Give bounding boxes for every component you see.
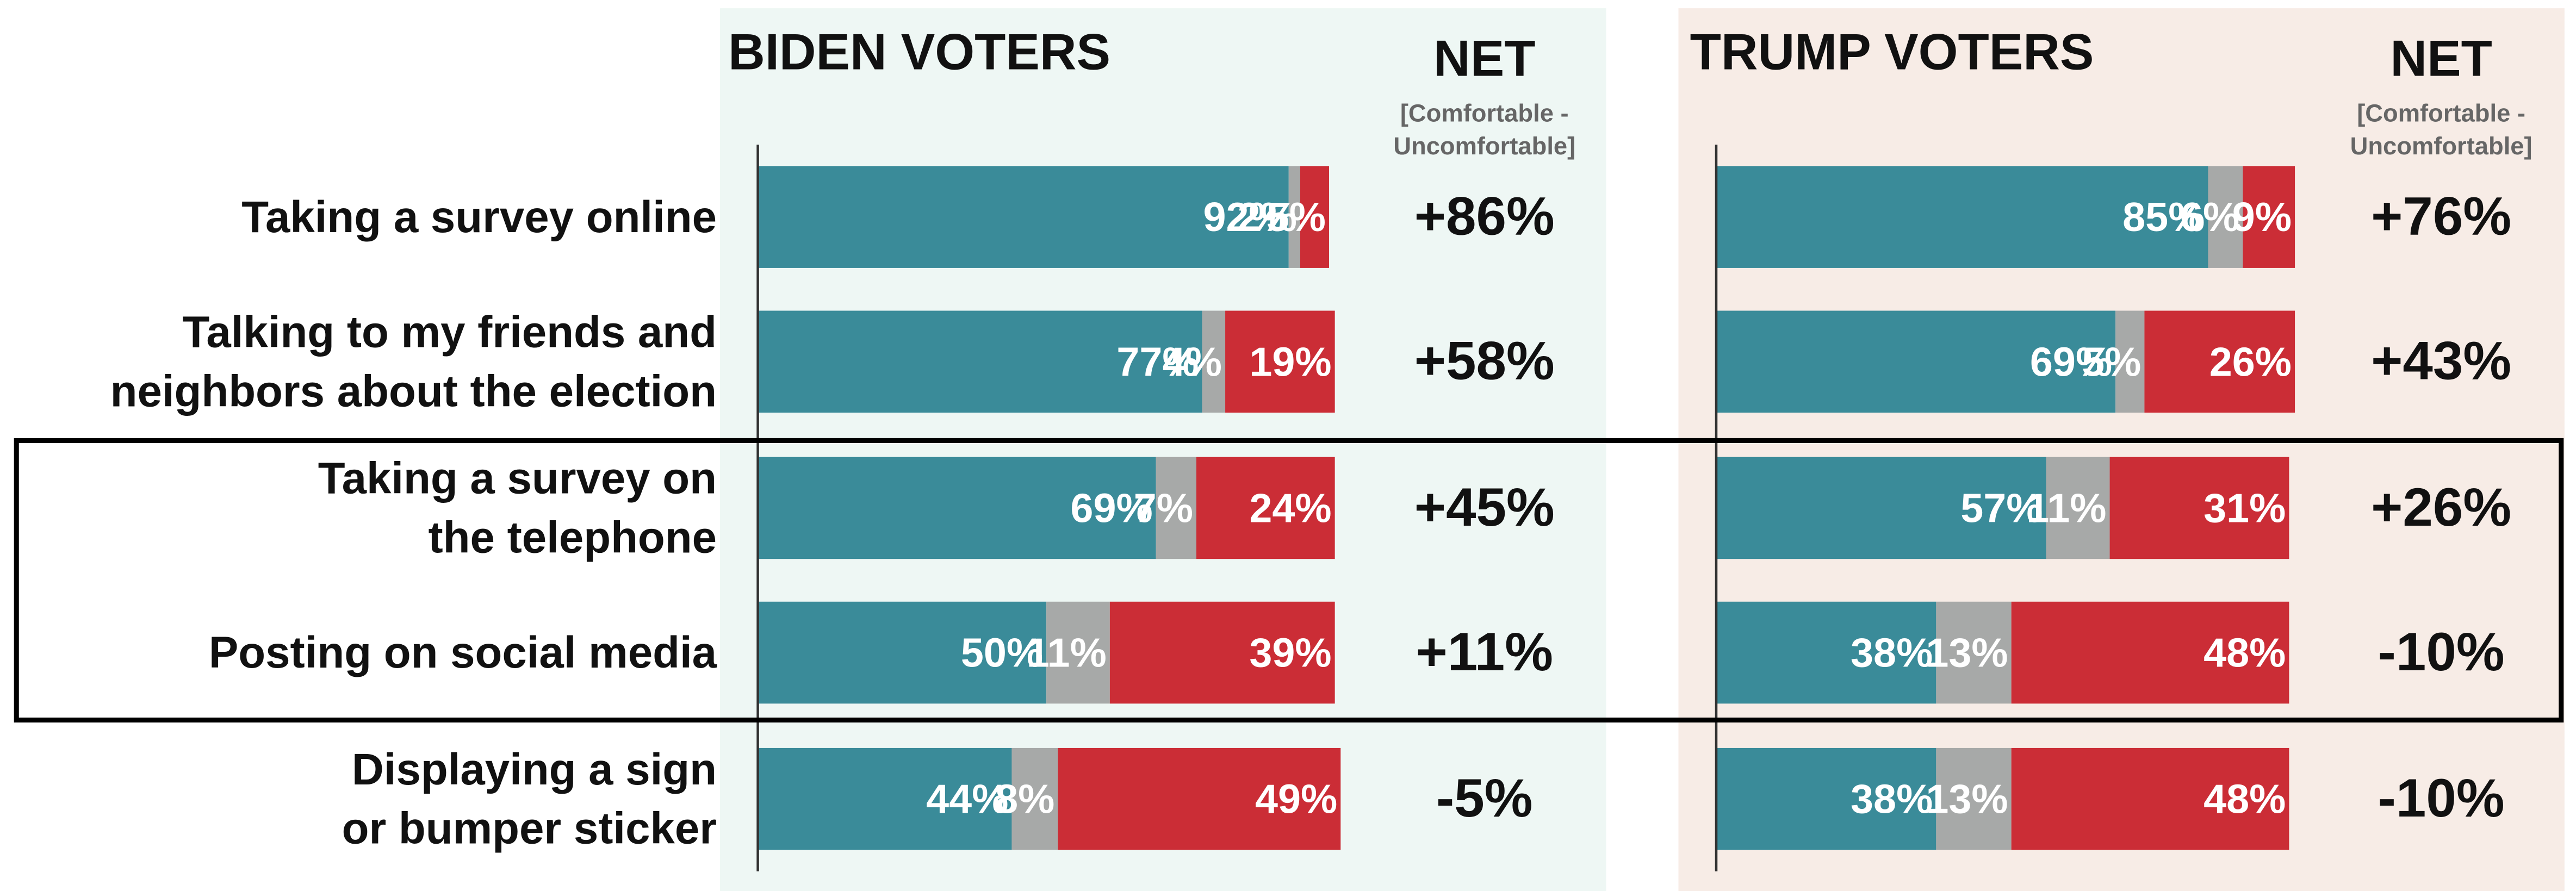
segment-label: 38% (1851, 777, 1933, 823)
bar-segment (1936, 601, 2012, 704)
net-title: NET (1433, 30, 1535, 87)
segment-label: 50% (961, 631, 1043, 676)
segment-label: 6% (2180, 195, 2239, 240)
segment-label: 13% (1926, 631, 2008, 676)
bar-segment (1288, 166, 1300, 268)
net-value: +76% (2371, 186, 2511, 247)
category-label: or bumper sticker (342, 804, 717, 853)
bar-segment (1202, 310, 1226, 413)
segment-label: 49% (1255, 777, 1337, 823)
bar-segment (2011, 601, 2289, 704)
segment-label: 2% (1238, 195, 1297, 240)
net-value: +58% (1414, 331, 1555, 391)
net-value: -10% (2378, 622, 2505, 682)
bar-segment (2011, 747, 2289, 850)
bar-segment (1716, 166, 2208, 268)
bar-segment (758, 601, 1047, 704)
net-value: +11% (1416, 622, 1553, 682)
bar-segment (1225, 310, 1335, 413)
net-subtitle: Uncomfortable] (1393, 132, 1575, 160)
segment-label: 77% (1116, 339, 1199, 385)
segment-label: 39% (1249, 631, 1331, 676)
highlight-box (14, 438, 2564, 723)
segment-label: 26% (2209, 339, 2292, 385)
segment-label: 5% (1267, 195, 1326, 240)
net-subtitle: Uncomfortable] (2350, 132, 2532, 160)
bar-segment (1046, 601, 1110, 704)
bar-segment (1196, 457, 1335, 559)
bar-segment (1109, 601, 1335, 704)
segment-label: 38% (1851, 631, 1933, 676)
segment-label: 5% (2082, 339, 2141, 385)
bar-segment (2144, 310, 2295, 413)
category-label: Posting on social media (209, 628, 717, 677)
category-label: Taking a survey online (241, 192, 717, 242)
bar-segment (1716, 457, 2046, 559)
category-label: Displaying a sign (352, 745, 717, 794)
segment-label: 9% (2232, 195, 2292, 240)
bar-segment (1716, 601, 1936, 704)
net-value: -10% (2378, 768, 2505, 828)
net-value: +45% (1414, 477, 1555, 538)
category-label: Taking a survey on (318, 454, 717, 503)
segment-label: 85% (2122, 195, 2205, 240)
net-value: -5% (1436, 768, 1532, 828)
bar-segment (1156, 457, 1196, 559)
panel-title: BIDEN VOTERS (728, 23, 1110, 80)
category-label: neighbors about the election (110, 366, 717, 416)
net-subtitle: [Comfortable - (1400, 99, 1569, 127)
segment-label: 11% (2026, 485, 2106, 531)
bar-segment (758, 747, 1012, 850)
panel-background (1678, 8, 2565, 891)
bar-segment (1716, 310, 2116, 413)
bar-segment (1058, 747, 1341, 850)
bar-segment (758, 457, 1156, 559)
segment-label: 8% (995, 777, 1054, 823)
category-label: the telephone (428, 513, 717, 562)
segment-label: 7% (1134, 485, 1193, 531)
category-label: Talking to my friends and (183, 307, 717, 357)
segment-label: 69% (1070, 485, 1152, 531)
segment-label: 48% (2203, 777, 2286, 823)
segment-label: 4% (1163, 339, 1222, 385)
bar-segment (1716, 747, 1936, 850)
segment-label: 13% (1926, 777, 2008, 823)
bar-segment (2115, 310, 2145, 413)
bar-segment (1011, 747, 1058, 850)
bar-segment (1936, 747, 2012, 850)
segment-label: 69% (2030, 339, 2112, 385)
bar-segment (758, 310, 1202, 413)
net-value: +86% (1414, 186, 1555, 247)
bar-segment (2046, 457, 2110, 559)
bar-segment (2243, 166, 2295, 268)
bar-segment (758, 166, 1289, 268)
segment-label: 57% (1960, 485, 2043, 531)
segment-label: 48% (2203, 631, 2286, 676)
bar-segment (1300, 166, 1330, 268)
net-value: +43% (2371, 331, 2511, 391)
segment-label: 11% (1027, 631, 1107, 676)
segment-label: 19% (1249, 339, 1331, 385)
net-subtitle: [Comfortable - (2357, 99, 2525, 127)
net-title: NET (2390, 30, 2492, 87)
segment-label: 24% (1249, 485, 1331, 531)
segment-label: 92% (1203, 195, 1285, 240)
bar-segment (2208, 166, 2243, 268)
bar-segment (2109, 457, 2289, 559)
panel-background (720, 8, 1606, 891)
segment-label: 31% (2203, 485, 2286, 531)
segment-label: 44% (926, 777, 1008, 823)
net-value: +26% (2371, 477, 2511, 538)
panel-title: TRUMP VOTERS (1690, 23, 2094, 80)
